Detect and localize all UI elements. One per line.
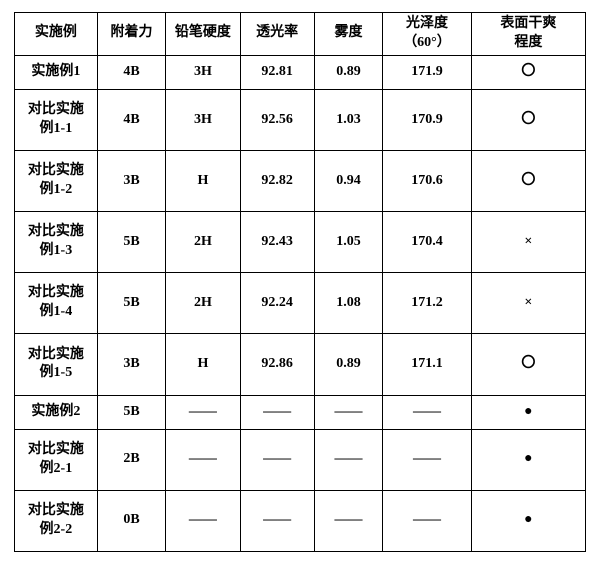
- cell-r2-c4: 0.94: [314, 151, 383, 212]
- cell-r0-c0: 实施例1: [15, 55, 98, 89]
- cell-r1-c6: 〇: [471, 89, 585, 150]
- cell-r4-c1: 5B: [97, 273, 166, 334]
- cell-r6-c5: ——: [383, 395, 472, 429]
- cell-r5-c4: 0.89: [314, 334, 383, 395]
- cell-r1-c2: 3H: [166, 89, 240, 150]
- cell-r0-c2: 3H: [166, 55, 240, 89]
- cell-r6-c2: ——: [166, 395, 240, 429]
- col-header-4: 雾度: [314, 13, 383, 56]
- cell-r0-c1: 4B: [97, 55, 166, 89]
- cell-r7-c4: ——: [314, 429, 383, 490]
- cell-r1-c0: 对比实施例1-1: [15, 89, 98, 150]
- col-header-1: 附着力: [97, 13, 166, 56]
- cell-r8-c3: ——: [240, 490, 314, 551]
- cell-r8-c0: 对比实施例2-2: [15, 490, 98, 551]
- table-head: 实施例附着力铅笔硬度透光率雾度光泽度（60°）表面干爽程度: [15, 13, 586, 56]
- cell-r7-c2: ——: [166, 429, 240, 490]
- col-header-6: 表面干爽程度: [471, 13, 585, 56]
- cell-r8-c2: ——: [166, 490, 240, 551]
- cell-r8-c5: ——: [383, 490, 472, 551]
- table-row: 实施例25B————————●: [15, 395, 586, 429]
- cell-r4-c6: ×: [471, 273, 585, 334]
- cell-r6-c4: ——: [314, 395, 383, 429]
- col-header-5: 光泽度（60°）: [383, 13, 472, 56]
- col-header-2: 铅笔硬度: [166, 13, 240, 56]
- cell-r6-c1: 5B: [97, 395, 166, 429]
- cell-r2-c6: 〇: [471, 151, 585, 212]
- cell-r2-c0: 对比实施例1-2: [15, 151, 98, 212]
- cell-r3-c3: 92.43: [240, 212, 314, 273]
- header-row: 实施例附着力铅笔硬度透光率雾度光泽度（60°）表面干爽程度: [15, 13, 586, 56]
- cell-r5-c5: 171.1: [383, 334, 472, 395]
- table-row: 对比实施例1-45B2H92.241.08171.2×: [15, 273, 586, 334]
- table-container: 实施例附着力铅笔硬度透光率雾度光泽度（60°）表面干爽程度 实施例14B3H92…: [0, 0, 600, 564]
- cell-r1-c1: 4B: [97, 89, 166, 150]
- cell-r4-c3: 92.24: [240, 273, 314, 334]
- cell-r2-c3: 92.82: [240, 151, 314, 212]
- cell-r4-c5: 171.2: [383, 273, 472, 334]
- cell-r0-c4: 0.89: [314, 55, 383, 89]
- cell-r7-c1: 2B: [97, 429, 166, 490]
- cell-r6-c3: ——: [240, 395, 314, 429]
- cell-r0-c3: 92.81: [240, 55, 314, 89]
- cell-r0-c5: 171.9: [383, 55, 472, 89]
- cell-r8-c4: ——: [314, 490, 383, 551]
- cell-r6-c6: ●: [471, 395, 585, 429]
- cell-r8-c1: 0B: [97, 490, 166, 551]
- table-row: 实施例14B3H92.810.89171.9〇: [15, 55, 586, 89]
- col-header-0: 实施例: [15, 13, 98, 56]
- cell-r5-c0: 对比实施例1-5: [15, 334, 98, 395]
- table-row: 对比实施例1-53BH92.860.89171.1〇: [15, 334, 586, 395]
- cell-r3-c1: 5B: [97, 212, 166, 273]
- table-row: 对比实施例2-20B————————●: [15, 490, 586, 551]
- cell-r1-c4: 1.03: [314, 89, 383, 150]
- cell-r7-c3: ——: [240, 429, 314, 490]
- cell-r3-c2: 2H: [166, 212, 240, 273]
- cell-r4-c4: 1.08: [314, 273, 383, 334]
- cell-r5-c2: H: [166, 334, 240, 395]
- cell-r1-c5: 170.9: [383, 89, 472, 150]
- table-body: 实施例14B3H92.810.89171.9〇对比实施例1-14B3H92.56…: [15, 55, 586, 551]
- cell-r5-c3: 92.86: [240, 334, 314, 395]
- col-header-3: 透光率: [240, 13, 314, 56]
- cell-r1-c3: 92.56: [240, 89, 314, 150]
- cell-r7-c5: ——: [383, 429, 472, 490]
- cell-r5-c6: 〇: [471, 334, 585, 395]
- cell-r2-c5: 170.6: [383, 151, 472, 212]
- cell-r6-c0: 实施例2: [15, 395, 98, 429]
- cell-r2-c2: H: [166, 151, 240, 212]
- table-row: 对比实施例1-14B3H92.561.03170.9〇: [15, 89, 586, 150]
- cell-r2-c1: 3B: [97, 151, 166, 212]
- cell-r8-c6: ●: [471, 490, 585, 551]
- cell-r5-c1: 3B: [97, 334, 166, 395]
- cell-r7-c6: ●: [471, 429, 585, 490]
- cell-r3-c6: ×: [471, 212, 585, 273]
- table-row: 对比实施例2-12B————————●: [15, 429, 586, 490]
- cell-r3-c0: 对比实施例1-3: [15, 212, 98, 273]
- cell-r4-c2: 2H: [166, 273, 240, 334]
- data-table: 实施例附着力铅笔硬度透光率雾度光泽度（60°）表面干爽程度 实施例14B3H92…: [14, 12, 586, 552]
- cell-r3-c4: 1.05: [314, 212, 383, 273]
- table-row: 对比实施例1-23BH92.820.94170.6〇: [15, 151, 586, 212]
- cell-r3-c5: 170.4: [383, 212, 472, 273]
- cell-r7-c0: 对比实施例2-1: [15, 429, 98, 490]
- cell-r4-c0: 对比实施例1-4: [15, 273, 98, 334]
- table-row: 对比实施例1-35B2H92.431.05170.4×: [15, 212, 586, 273]
- cell-r0-c6: 〇: [471, 55, 585, 89]
